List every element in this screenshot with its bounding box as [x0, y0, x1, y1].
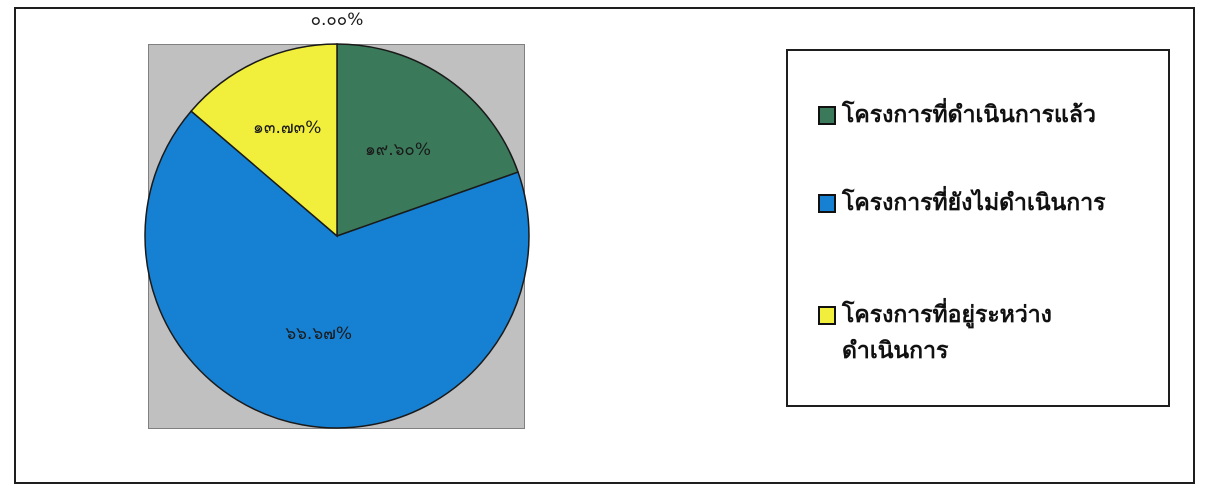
- legend-item-not-started: โครงการที่ยังไม่ดำเนินการ: [818, 185, 1172, 221]
- data-label-in-progress: ๑๓.๗๓%: [253, 118, 321, 138]
- data-label-completed: ๑๙.๖๐%: [365, 140, 431, 160]
- legend-item-in-progress: โครงการที่อยู่ระหว่าง ดำเนินการ: [818, 297, 1172, 369]
- data-label-not-started: ๖๖.๖๗%: [285, 324, 352, 344]
- pie-slice-in-progress: [190, 43, 338, 238]
- legend-swatch-not-started: [818, 194, 836, 213]
- data-label-zero: ๐.๐๐%: [311, 10, 364, 30]
- legend-label-not-started: โครงการที่ยังไม่ดำเนินการ: [842, 189, 1106, 216]
- legend-item-completed: โครงการที่ดำเนินการแล้ว: [818, 97, 1172, 133]
- pie-slice-not-started: [144, 110, 530, 429]
- legend-label-in-progress: โครงการที่อยู่ระหว่าง ดำเนินการ: [842, 301, 1052, 364]
- legend-swatch-in-progress: [818, 306, 836, 325]
- legend: โครงการที่ดำเนินการแล้ว โครงการที่ยังไม่…: [786, 49, 1170, 407]
- legend-label-completed: โครงการที่ดำเนินการแล้ว: [842, 101, 1096, 128]
- legend-swatch-completed: [818, 106, 836, 125]
